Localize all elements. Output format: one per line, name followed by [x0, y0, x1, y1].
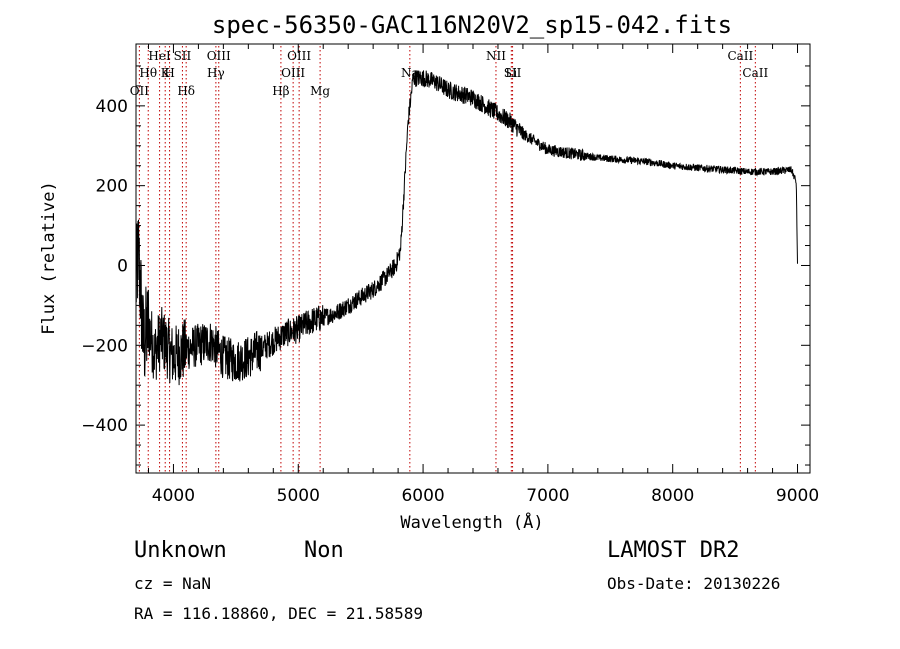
- x-tick-label: 8000: [651, 486, 694, 506]
- object-class: Unknown: [134, 538, 227, 563]
- emission-line-label: SII: [504, 66, 522, 80]
- y-tick-label: 0: [117, 256, 128, 276]
- emission-line-label: SII: [174, 49, 192, 63]
- emission-line-label: Hθ: [139, 66, 157, 80]
- emission-line-label: Hγ: [207, 66, 225, 80]
- emission-line-label: Na: [401, 66, 419, 80]
- x-tick-label: 9000: [776, 486, 819, 506]
- emission-line-label: H: [164, 66, 174, 80]
- x-axis-title: Wavelength (Å): [400, 511, 543, 533]
- emission-line-label: OII: [130, 84, 150, 98]
- survey-name: LAMOST DR2: [607, 538, 740, 563]
- emission-line-label: K: [161, 66, 171, 80]
- object-subclass: Non: [304, 538, 344, 563]
- emission-line-label: Hβ: [272, 84, 289, 98]
- emission-line-label: OIII: [281, 66, 305, 80]
- x-tick-label: 7000: [526, 486, 569, 506]
- obs-date: Obs-Date: 20130226: [607, 574, 781, 593]
- chart-title: spec-56350-GAC116N20V2_sp15-042.fits: [212, 11, 732, 39]
- y-tick-label: −200: [81, 336, 128, 356]
- emission-line-label: HeI: [148, 49, 171, 63]
- emission-line-label: NII: [486, 49, 506, 63]
- emission-line-markers: [138, 46, 756, 473]
- emission-line-label: CaII: [742, 66, 768, 80]
- emission-line-label: OIII: [207, 49, 231, 63]
- coordinates: RA = 116.18860, DEC = 21.58589: [134, 604, 423, 623]
- emission-line-labels: OIIHθHeIKHSIIHδOIIIHγHβOIIIOIIIMgNaNIISI…: [130, 49, 769, 98]
- y-tick-label: 200: [96, 177, 128, 197]
- x-tick-label: 4000: [152, 486, 195, 506]
- y-tick-label: −400: [81, 416, 128, 436]
- plot-frame: [135, 43, 811, 474]
- emission-line-label: Hδ: [177, 84, 195, 98]
- x-tick-label: 6000: [401, 486, 444, 506]
- emission-line-label: OIII: [287, 49, 311, 63]
- y-axis-title: Flux (relative): [39, 181, 59, 335]
- x-tick-label: 5000: [277, 486, 320, 506]
- emission-line-label: CaII: [727, 49, 753, 63]
- x-axis: 4000 5000 6000 7000 8000 9000: [147, 44, 819, 506]
- y-tick-label: 400: [96, 97, 128, 117]
- spectrum-line: [135, 70, 798, 386]
- emission-line-label: Mg: [310, 84, 330, 98]
- emission-line-label: Li: [505, 66, 517, 80]
- redshift-cz: cz = NaN: [134, 574, 212, 593]
- y-axis: −400 −200 0 200 400: [81, 65, 810, 466]
